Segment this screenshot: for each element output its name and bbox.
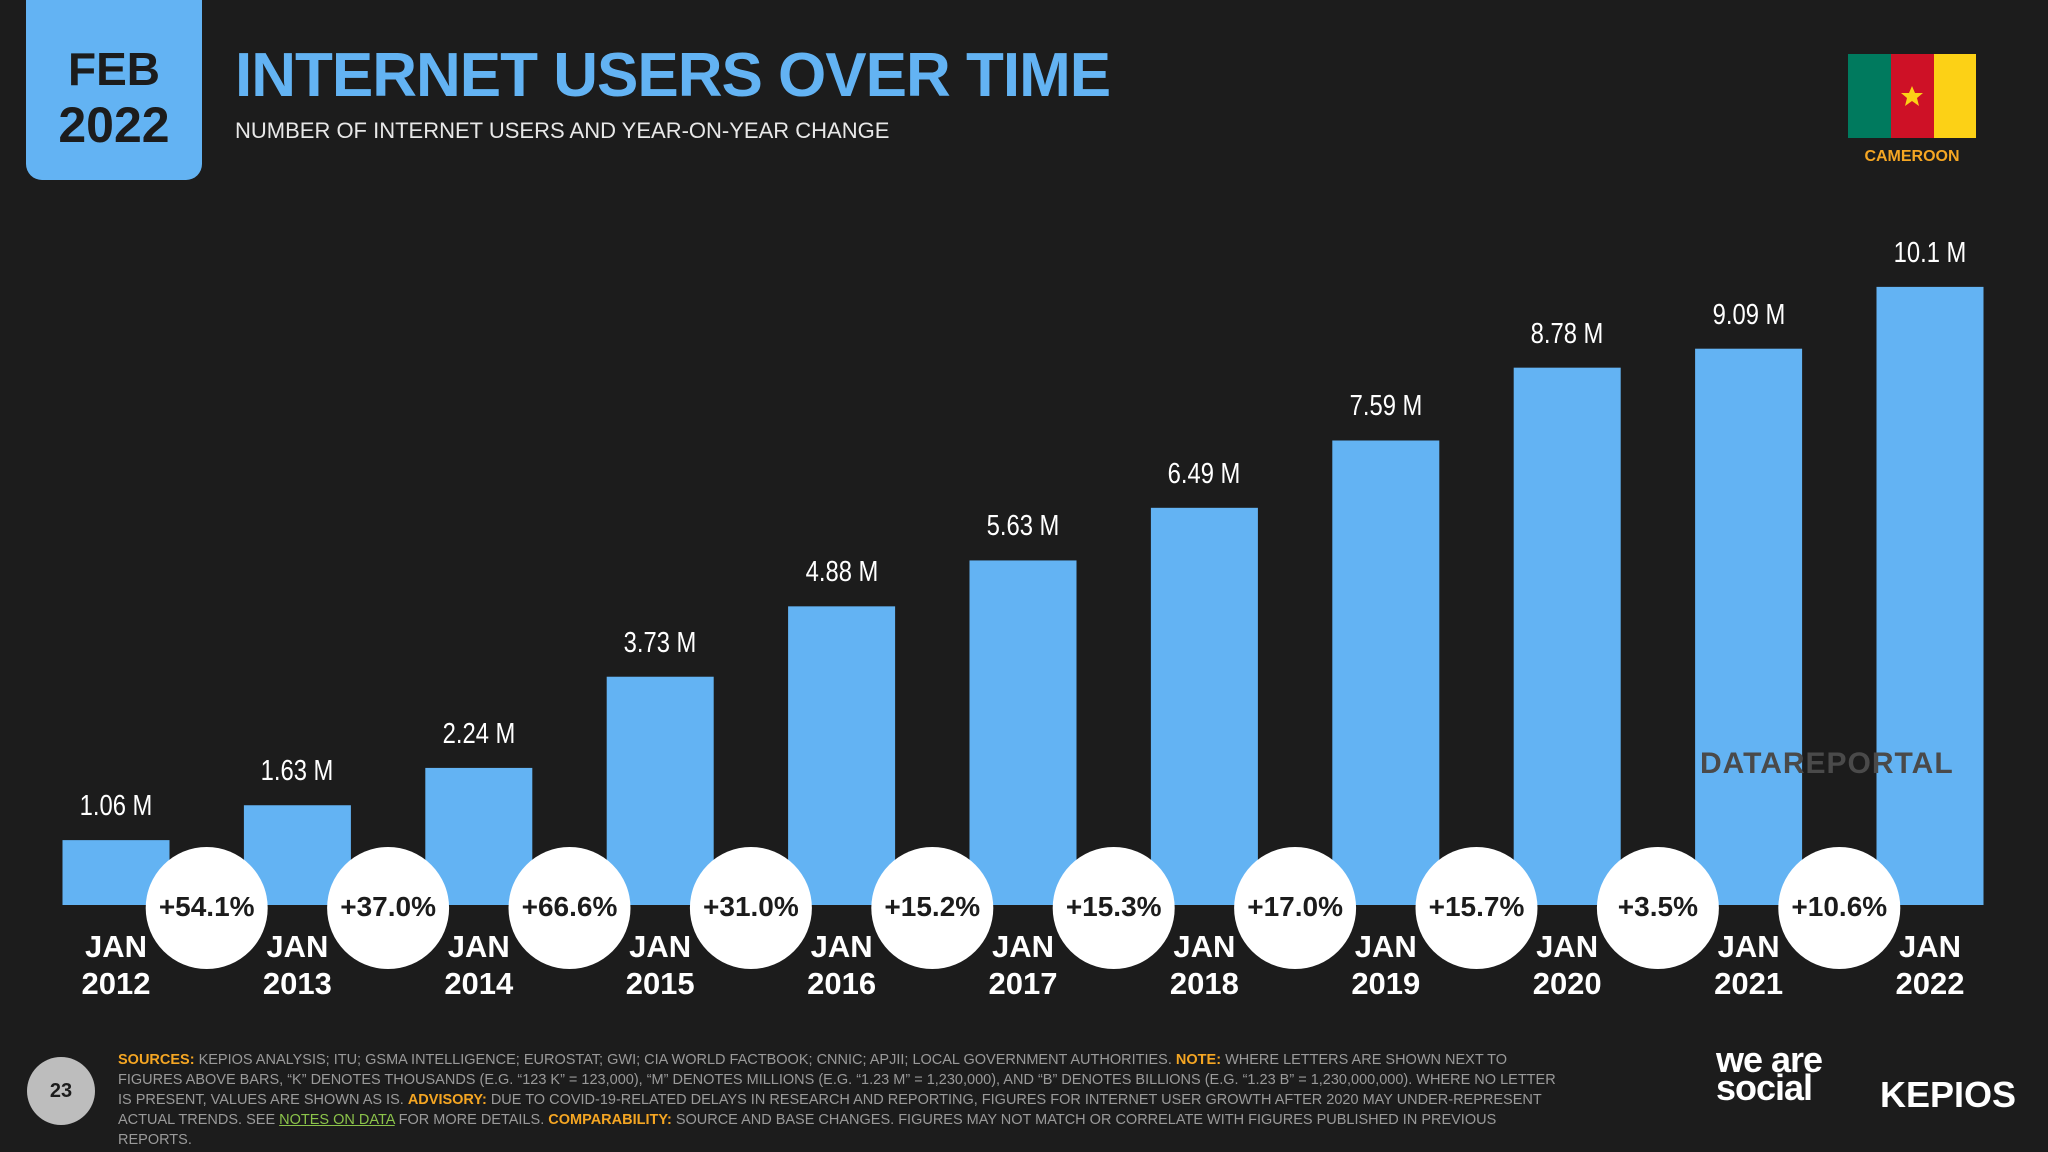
bar — [969, 560, 1077, 905]
change-badge — [1778, 847, 1901, 969]
value-label: 3.73 M — [623, 626, 697, 659]
brand-logo: KEPIOS — [1880, 1074, 2017, 1115]
footer-key: ADVISORY: — [407, 1092, 487, 1108]
change-label: +15.7% — [1428, 891, 1525, 922]
change-label: +3.5% — [1617, 891, 1698, 922]
value-label: 10.1 M — [1893, 236, 1967, 269]
footer-text: FOR MORE DETAILS. — [398, 1112, 545, 1128]
flag — [1848, 54, 1976, 138]
x-tick-label: JAN 2014 — [444, 929, 514, 1001]
country-label: CAMEROON — [1864, 148, 1960, 165]
title: INTERNET USERS OVER TIME — [235, 41, 1111, 110]
change-label: +66.6% — [521, 891, 618, 922]
bar — [1695, 348, 1803, 905]
bar — [606, 676, 714, 905]
bar — [788, 606, 896, 905]
footer-text: DUE TO COVID-19-RELATED DELAYS IN RESEAR… — [118, 1092, 1542, 1128]
change-badge — [327, 847, 450, 969]
footer-key: SOURCES: — [118, 1052, 195, 1068]
change-label: +15.3% — [1065, 891, 1162, 922]
bar — [1332, 440, 1440, 905]
change-badge — [1415, 847, 1538, 969]
value-label: 1.06 M — [79, 790, 153, 823]
x-tick-label: JAN 2018 — [1169, 929, 1239, 1001]
change-label: +31.0% — [703, 891, 799, 922]
x-tick-label: JAN 2019 — [1351, 929, 1421, 1001]
change-label: +17.0% — [1247, 891, 1343, 922]
x-tick-label: JAN 2016 — [807, 929, 877, 1001]
change-badge — [871, 847, 994, 969]
value-label: 9.09 M — [1712, 298, 1785, 331]
page-number: 23 — [27, 1057, 95, 1125]
change-badge — [1234, 847, 1357, 969]
change-badge — [689, 847, 812, 969]
change-badge — [1596, 847, 1719, 969]
notes-link[interactable]: NOTES ON DATA — [279, 1112, 395, 1128]
footer-key: COMPARABILITY: — [548, 1112, 672, 1128]
change-label: +10.6% — [1791, 891, 1888, 922]
date-year: 2022 — [58, 97, 170, 153]
x-tick-label: JAN 2015 — [625, 929, 695, 1001]
change-label: +54.1% — [158, 891, 255, 922]
value-label: 2.24 M — [442, 717, 516, 750]
x-tick-label: JAN 2022 — [1895, 929, 1965, 1001]
footer-text: WHERE LETTERS ARE SHOWN NEXT TO FIGURES … — [118, 1052, 1556, 1108]
value-label: 6.49 M — [1168, 457, 1241, 490]
brand-logo: we are social — [1716, 1039, 1823, 1108]
bar — [1513, 367, 1621, 905]
change-badge — [508, 847, 631, 969]
bar — [1876, 286, 1984, 905]
footer-text: KEPIOS ANALYSIS; ITU; GSMA INTELLIGENCE;… — [198, 1052, 1172, 1068]
date-badge: FEB 2022 — [26, 0, 202, 180]
value-label: 1.63 M — [261, 755, 334, 788]
footer: SOURCES: KEPIOS ANALYSIS; ITU; GSMA INTE… — [118, 1050, 1558, 1150]
change-badge — [1052, 847, 1175, 969]
change-badge — [145, 847, 268, 969]
x-tick-label: JAN 2012 — [81, 929, 151, 1001]
x-tick-label: JAN 2021 — [1714, 929, 1784, 1001]
watermark: DATAREPORTAL — [1700, 747, 1954, 780]
footer-text: SOURCE AND BASE CHANGES. FIGURES MAY NOT… — [118, 1112, 1497, 1148]
change-label: +37.0% — [340, 891, 436, 922]
x-tick-label: JAN 2020 — [1532, 929, 1602, 1001]
x-tick-label: JAN 2017 — [988, 929, 1058, 1001]
footer-key: NOTE: — [1175, 1052, 1222, 1068]
value-label: 7.59 M — [1349, 390, 1423, 423]
date-month: FEB — [68, 43, 160, 95]
value-label: 4.88 M — [805, 556, 878, 589]
subtitle: NUMBER OF INTERNET USERS AND YEAR-ON-YEA… — [235, 118, 890, 143]
bar — [1150, 507, 1258, 905]
value-label: 8.78 M — [1530, 317, 1604, 350]
value-label: 5.63 M — [986, 510, 1060, 543]
x-tick-label: JAN 2013 — [262, 929, 332, 1001]
change-label: +15.2% — [884, 891, 981, 922]
